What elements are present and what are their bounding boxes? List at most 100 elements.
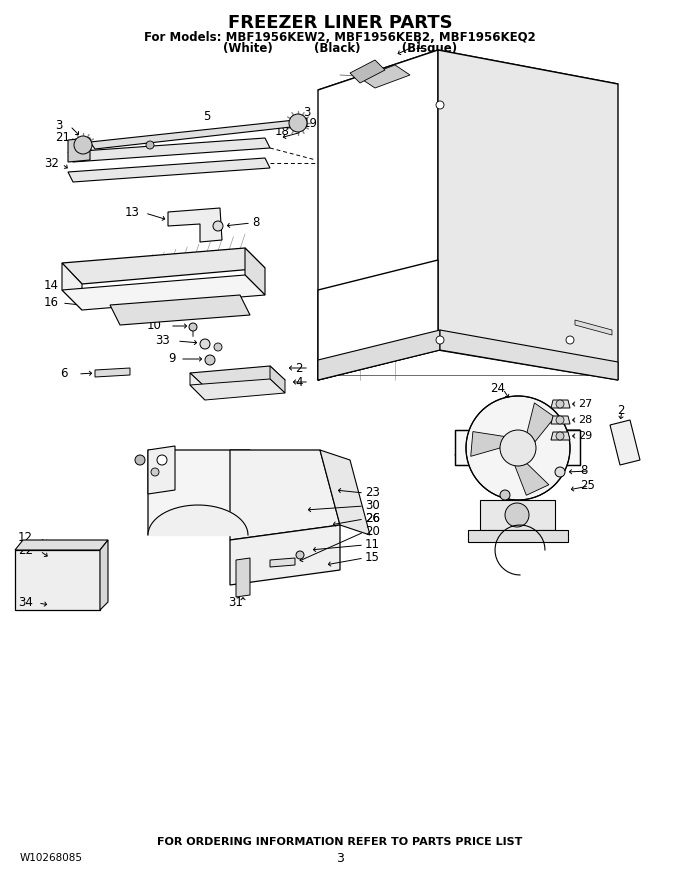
Text: 31: 31 [228,596,243,608]
Text: 3: 3 [55,119,63,131]
Text: 13: 13 [125,206,140,218]
Text: For Models: MBF1956KEW2, MBF1956KEB2, MBF1956KEQ2: For Models: MBF1956KEW2, MBF1956KEB2, MB… [144,31,536,43]
Text: 32: 32 [44,157,59,170]
Circle shape [556,432,564,440]
Polygon shape [468,530,568,542]
Text: 23: 23 [365,486,380,498]
Polygon shape [230,450,340,540]
Polygon shape [551,400,570,408]
Circle shape [205,355,215,365]
Text: 19: 19 [303,116,318,129]
Polygon shape [318,50,438,380]
Circle shape [200,339,210,349]
Polygon shape [15,550,100,610]
Circle shape [214,343,222,351]
Text: 1: 1 [415,39,423,52]
Polygon shape [190,373,205,400]
Circle shape [296,551,304,559]
Text: FOR ORDERING INFORMATION REFER TO PARTS PRICE LIST: FOR ORDERING INFORMATION REFER TO PARTS … [157,837,523,847]
Circle shape [436,101,444,109]
Text: 5: 5 [203,109,210,122]
Polygon shape [318,330,440,380]
Text: 26: 26 [365,511,380,524]
Text: 8: 8 [252,216,259,229]
Text: W10268085: W10268085 [20,853,83,863]
Circle shape [556,416,564,424]
Polygon shape [610,420,640,465]
Polygon shape [471,431,504,457]
Text: 15: 15 [365,551,380,563]
Polygon shape [438,50,618,380]
Polygon shape [455,430,580,465]
Circle shape [151,468,159,476]
Polygon shape [320,450,370,535]
Polygon shape [350,60,385,83]
Polygon shape [230,525,340,585]
Text: 34: 34 [18,596,33,608]
Polygon shape [318,260,438,380]
Polygon shape [270,366,285,393]
Text: 10: 10 [147,319,162,332]
Polygon shape [455,430,580,465]
Polygon shape [68,138,90,162]
Circle shape [157,455,167,465]
Text: 16: 16 [44,296,59,309]
Text: 26: 26 [365,511,380,524]
Polygon shape [168,208,222,242]
Text: 29: 29 [578,431,592,441]
Circle shape [500,430,536,466]
Text: 8: 8 [580,464,588,476]
Text: 11: 11 [365,538,380,551]
Text: 21: 21 [55,130,70,143]
Polygon shape [551,432,570,440]
Polygon shape [527,403,555,442]
Circle shape [466,396,570,500]
Text: 20: 20 [365,524,380,538]
Text: 28: 28 [578,415,592,425]
Circle shape [146,141,154,149]
Text: 6: 6 [60,366,67,379]
Polygon shape [190,366,285,387]
Text: FREEZER LINER PARTS: FREEZER LINER PARTS [228,14,452,32]
Polygon shape [62,248,265,284]
Text: 3: 3 [303,106,310,119]
Text: 14: 14 [44,278,59,291]
Circle shape [289,114,307,132]
Polygon shape [515,464,549,495]
Polygon shape [68,158,270,182]
Circle shape [135,455,145,465]
Polygon shape [440,330,618,380]
Text: 27: 27 [578,399,592,409]
Text: 4: 4 [295,376,303,388]
Circle shape [505,503,529,527]
Circle shape [189,323,197,331]
Polygon shape [95,368,130,377]
Polygon shape [90,120,300,149]
Polygon shape [480,500,555,530]
Text: 33: 33 [155,334,170,347]
Circle shape [555,467,565,477]
Polygon shape [148,446,175,494]
Polygon shape [270,558,295,567]
Circle shape [500,490,510,500]
Text: 2: 2 [295,362,303,375]
Polygon shape [62,275,265,310]
Polygon shape [551,416,570,424]
Circle shape [74,136,92,154]
Text: 9: 9 [168,351,175,364]
Polygon shape [360,65,410,88]
Polygon shape [15,540,108,550]
Polygon shape [245,248,265,295]
Circle shape [566,336,574,344]
Text: (White)          (Black)          (Bisque): (White) (Black) (Bisque) [223,41,457,55]
Text: 2: 2 [617,404,624,416]
Text: 3: 3 [336,852,344,864]
Text: 25: 25 [580,479,595,492]
Polygon shape [575,320,612,335]
Circle shape [436,336,444,344]
Text: 18: 18 [275,124,290,137]
Polygon shape [318,50,618,124]
Text: 30: 30 [365,498,379,511]
Text: 12: 12 [18,531,33,544]
Text: 22: 22 [18,544,33,556]
